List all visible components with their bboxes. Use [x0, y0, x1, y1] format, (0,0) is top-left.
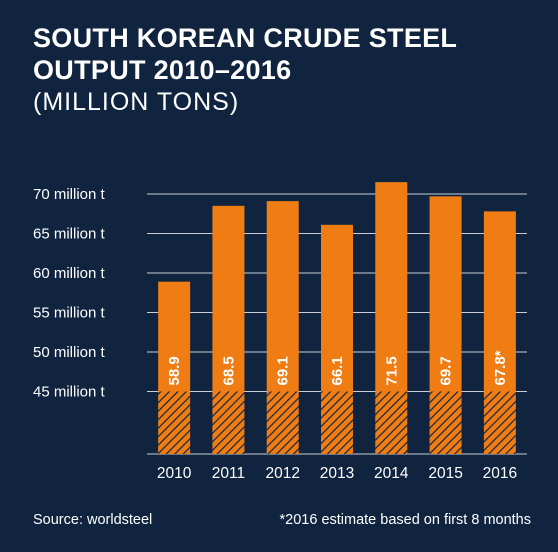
- bar: [429, 196, 462, 392]
- data-label: 58.9: [166, 356, 183, 385]
- x-tick-label: 2010: [157, 465, 192, 482]
- chart-title-line-2: OUTPUT 2010–2016: [33, 55, 292, 85]
- x-tick-label: 2011: [212, 465, 245, 482]
- data-label: 69.1: [275, 356, 292, 385]
- data-label: 66.1: [329, 356, 346, 385]
- bar: [483, 211, 516, 392]
- footnote: *2016 estimate based on first 8 months: [279, 512, 531, 528]
- bar: [158, 281, 191, 392]
- bar: [375, 182, 408, 392]
- x-tick-label: 2015: [428, 465, 462, 482]
- bars: [158, 182, 516, 454]
- chart-subtitle: (MILLION TONS): [33, 88, 240, 116]
- x-tick-label: 2016: [483, 465, 517, 482]
- bar-truncated-segment: [212, 391, 245, 454]
- bar: [212, 205, 245, 392]
- bar-truncated-segment: [429, 391, 462, 454]
- y-tick-label: 55 million t: [33, 305, 106, 322]
- source-note: Source: worldsteel: [33, 512, 153, 528]
- data-label: 67.8*: [492, 350, 509, 385]
- y-tick-label: 65 million t: [33, 226, 106, 243]
- bar-truncated-segment: [158, 391, 191, 454]
- y-tick-label: 50 million t: [33, 344, 106, 361]
- y-tick-label: 45 million t: [33, 384, 106, 401]
- x-tick-label: 2013: [320, 465, 354, 482]
- data-label: 69.7: [438, 356, 455, 385]
- bar: [266, 201, 299, 392]
- bar-truncated-segment: [321, 391, 353, 454]
- data-label: 68.5: [220, 356, 237, 385]
- bar: [321, 224, 353, 392]
- chart-title: SOUTH KOREAN CRUDE STEEL OUTPUT 2010–201…: [33, 22, 457, 86]
- chart-title-line-1: SOUTH KOREAN CRUDE STEEL: [33, 23, 458, 53]
- y-tick-label: 70 million t: [33, 186, 106, 203]
- bar-truncated-segment: [375, 391, 408, 454]
- y-tick-label: 60 million t: [33, 265, 106, 282]
- bar-truncated-segment: [483, 391, 516, 454]
- bar-truncated-segment: [266, 391, 299, 454]
- x-tick-label: 2014: [374, 465, 409, 482]
- labels: 45 million t 50 million t 55 million t 60 m…: [33, 186, 517, 482]
- x-tick-label: 2012: [265, 465, 299, 482]
- data-label: 71.5: [383, 356, 400, 385]
